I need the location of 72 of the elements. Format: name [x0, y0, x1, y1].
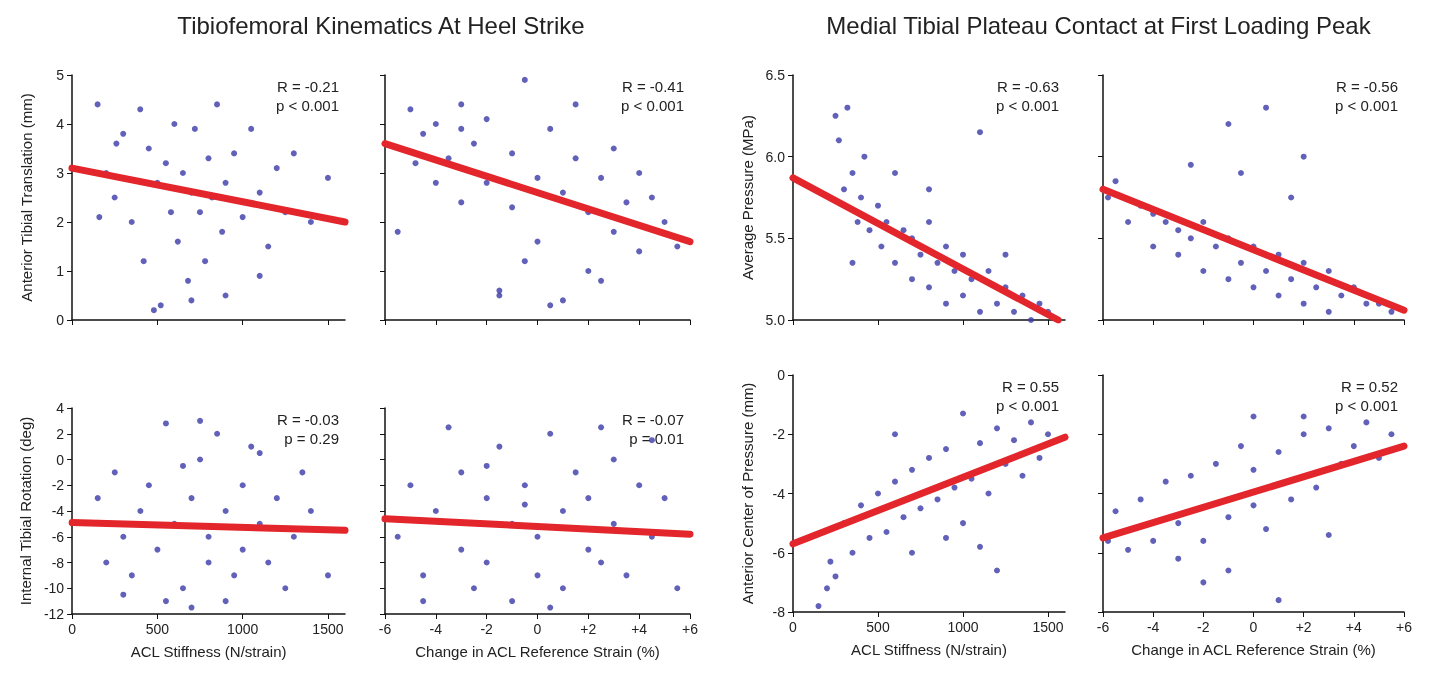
annotation: p < 0.001: [996, 97, 1059, 114]
y-tick-label: 0: [777, 367, 786, 383]
annotation: R = 0.55: [1001, 378, 1059, 395]
y-tick-label: 3: [56, 165, 65, 181]
y-tick-label: -6: [772, 544, 786, 561]
y-tick-label: 5: [56, 67, 65, 83]
chart-title: Medial Tibial Plateau Contact at First Loading Peak: [825, 12, 1372, 40]
annotation: R = -0.21: [276, 78, 339, 95]
y-tick-label: 0: [56, 451, 65, 468]
annotation: R = -0.56: [1335, 78, 1398, 95]
x-tick-label: 1500: [312, 621, 344, 637]
y-axis-title: Internal Tibial Rotation (deg): [17, 416, 34, 606]
x-tick-label: +2: [1295, 619, 1312, 635]
x-axis-title: ACL Stiffness (N/strain): [130, 643, 287, 660]
x-tick-label: -6: [1096, 619, 1110, 635]
x-tick-label: +4: [631, 621, 648, 637]
x-tick-label: -2: [480, 621, 494, 637]
x-tick-label: -4: [1146, 619, 1160, 635]
annotation: R = 0.52: [1340, 378, 1398, 395]
annotation: p < 0.001: [996, 397, 1059, 414]
annotation: R = -0.03: [276, 411, 339, 428]
y-tick-label: 1: [56, 263, 65, 279]
annotation: p < 0.001: [1335, 97, 1398, 114]
x-tick-label: -4: [429, 621, 443, 637]
x-axis-title: Change in ACL Reference Strain (%): [415, 643, 660, 660]
y-tick-label: -8: [772, 604, 786, 620]
x-tick-label: +2: [580, 621, 597, 637]
y-tick-label: 6.5: [765, 67, 786, 83]
chart-title: Tibiofemoral Kinematics At Heel Strike: [176, 12, 586, 40]
annotation: p = 0.01: [629, 430, 684, 447]
y-tick-label: -10: [43, 580, 65, 597]
x-tick-label: 500: [145, 621, 170, 637]
y-tick-label: 2: [56, 425, 65, 442]
y-tick-label: -4: [772, 485, 786, 502]
x-axis-title: Change in ACL Reference Strain (%): [1131, 641, 1376, 658]
y-axis-title: Anterior Center of Pressure (mm): [739, 382, 756, 605]
y-tick-label: 4: [56, 116, 65, 132]
x-tick-label: +6: [1396, 619, 1413, 635]
annotation: p < 0.001: [276, 97, 339, 114]
x-tick-label: 1000: [227, 621, 259, 637]
y-tick-label: -2: [772, 426, 786, 443]
y-tick-label: 0: [56, 312, 65, 328]
y-tick-label: -6: [51, 528, 65, 545]
y-tick-label: 5.0: [765, 312, 786, 328]
annotation: R = -0.63: [996, 78, 1059, 95]
x-tick-label: +4: [1345, 619, 1363, 635]
y-tick-label: 4: [56, 400, 65, 416]
y-tick-label: 6.0: [765, 148, 786, 165]
annotation: R = -0.07: [621, 411, 684, 428]
annotation: p = 0.29: [284, 430, 339, 447]
annotation: p < 0.001: [621, 97, 684, 114]
y-axis-title: Anterior Tibial Translation (mm): [18, 93, 35, 302]
x-tick-label: 0: [533, 621, 542, 637]
x-axis-title: ACL Stiffness (N/strain): [851, 641, 1007, 658]
annotation: R = -0.41: [621, 78, 684, 95]
x-tick-label: 500: [866, 619, 890, 635]
x-tick-label: 0: [68, 621, 77, 637]
y-tick-label: 2: [56, 214, 65, 230]
x-tick-label: -6: [378, 621, 392, 637]
y-tick-label: -4: [51, 503, 65, 519]
x-tick-label: 0: [1249, 619, 1258, 635]
annotation: p < 0.001: [1335, 397, 1398, 414]
y-tick-label: 5.5: [765, 230, 786, 247]
x-tick-label: 1000: [947, 619, 979, 635]
y-axis-title: Average Pressure (MPa): [738, 115, 756, 280]
y-tick-label: -12: [43, 606, 65, 622]
x-tick-label: -2: [1197, 619, 1210, 635]
y-tick-label: -2: [51, 477, 65, 494]
y-tick-label: -8: [51, 554, 65, 571]
x-tick-label: 1500: [1032, 619, 1064, 635]
x-tick-label: 0: [789, 619, 798, 635]
x-tick-label: +6: [682, 621, 699, 637]
